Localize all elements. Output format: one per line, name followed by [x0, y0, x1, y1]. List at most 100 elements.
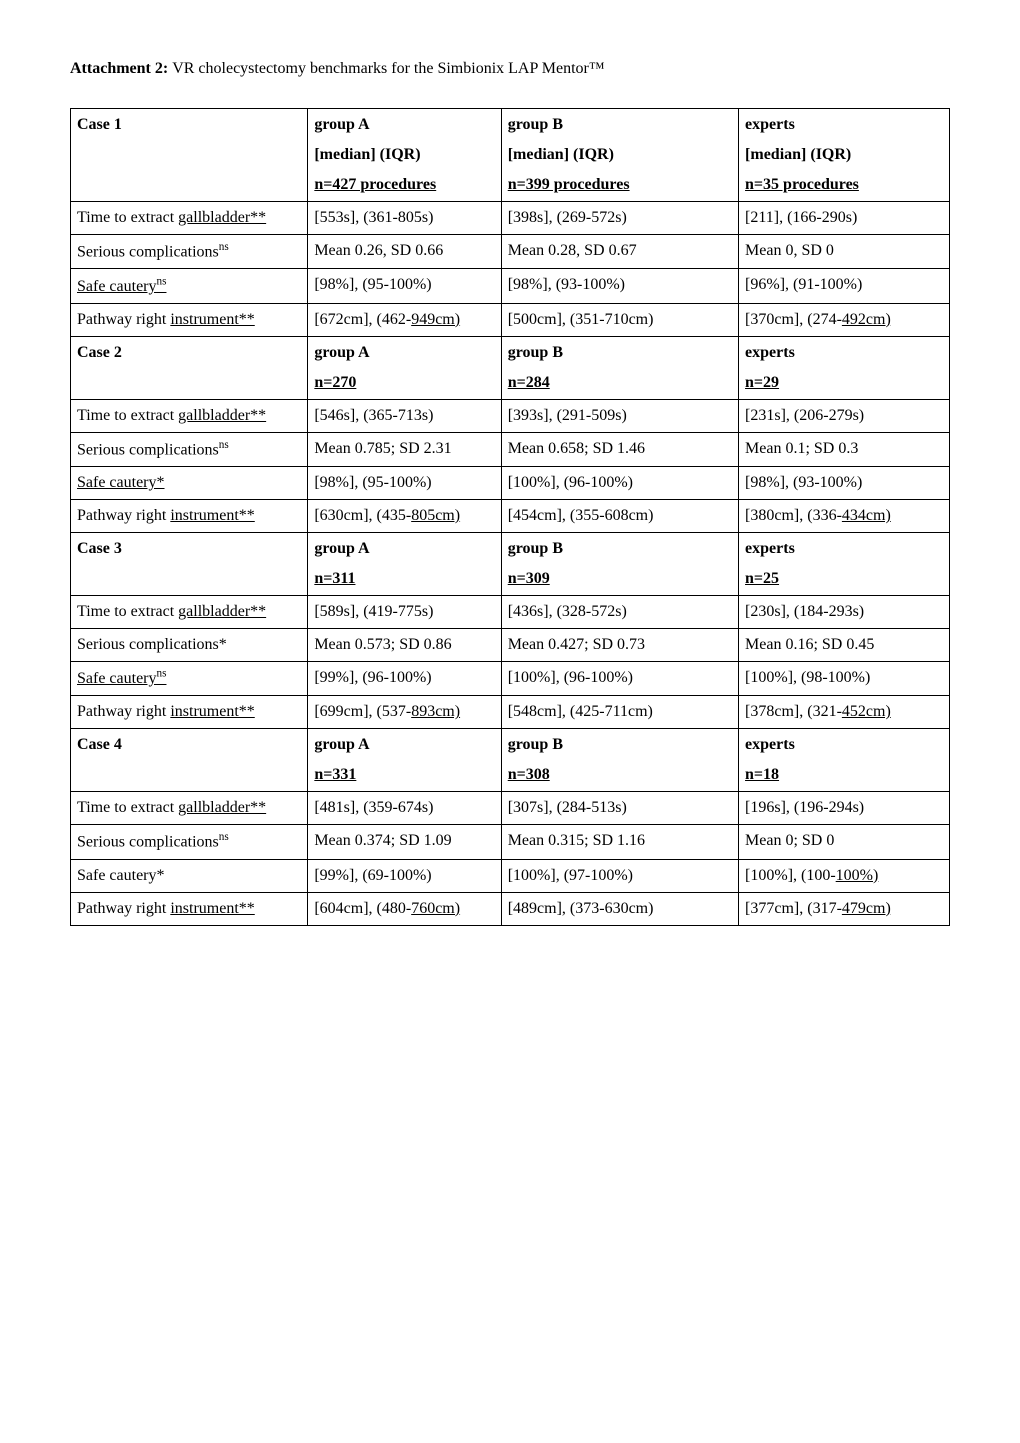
group-b-value: [100%], (96-100%): [501, 661, 738, 695]
table-row: Safe cautery*[98%], (95-100%)[100%], (96…: [71, 466, 950, 499]
group-a-value: [98%], (95-100%): [308, 466, 501, 499]
table-row: Serious complications*Mean 0.573; SD 0.8…: [71, 628, 950, 661]
table-row: Time to extract gallbladder**[546s], (36…: [71, 399, 950, 432]
case-label-cell: Case 3: [71, 532, 308, 595]
group-a-value: [589s], (419-775s): [308, 595, 501, 628]
group-b-value: [436s], (328-572s): [501, 595, 738, 628]
group-b-value: [393s], (291-509s): [501, 399, 738, 432]
experts-value: [100%], (98-100%): [739, 661, 950, 695]
row-label: Safe cauteryns: [71, 661, 308, 695]
group-b-value: Mean 0.315; SD 1.16: [501, 825, 738, 859]
row-label: Pathway right instrument**: [71, 499, 308, 532]
group-b-value: [307s], (284-513s): [501, 792, 738, 825]
experts-value: [98%], (93-100%): [739, 466, 950, 499]
row-label: Time to extract gallbladder**: [71, 399, 308, 432]
group-a-value: [672cm], (462-949cm): [308, 303, 501, 336]
table-row: Serious complicationsnsMean 0.785; SD 2.…: [71, 432, 950, 466]
row-label: Serious complicationsns: [71, 825, 308, 859]
title-rest: VR cholecystectomy benchmarks for the Si…: [172, 60, 604, 77]
page-title: Attachment 2: VR cholecystectomy benchma…: [70, 60, 950, 78]
experts-value: [230s], (184-293s): [739, 595, 950, 628]
group-a-value: [630cm], (435-805cm): [308, 499, 501, 532]
group-a-value: [699cm], (537-893cm): [308, 696, 501, 729]
experts-value: [377cm], (317-479cm): [739, 892, 950, 925]
group-a-header: group An=331: [308, 729, 501, 792]
case-header-row: Case 1group A[median] (IQR)n=427 procedu…: [71, 109, 950, 202]
experts-value: [378cm], (321-452cm): [739, 696, 950, 729]
group-b-header: group Bn=308: [501, 729, 738, 792]
row-label: Safe cautery*: [71, 859, 308, 892]
table-row: Serious complicationsnsMean 0.374; SD 1.…: [71, 825, 950, 859]
benchmarks-table: Case 1group A[median] (IQR)n=427 procedu…: [70, 108, 950, 926]
group-b-value: Mean 0.427; SD 0.73: [501, 628, 738, 661]
experts-header: expertsn=29: [739, 336, 950, 399]
case-label-cell: Case 1: [71, 109, 308, 202]
group-a-value: Mean 0.573; SD 0.86: [308, 628, 501, 661]
group-b-header: group Bn=284: [501, 336, 738, 399]
row-label: Pathway right instrument**: [71, 696, 308, 729]
experts-value: [100%], (100-100%): [739, 859, 950, 892]
table-row: Safe cauteryns[99%], (96-100%)[100%], (9…: [71, 661, 950, 695]
table-row: Safe cauteryns[98%], (95-100%)[98%], (93…: [71, 269, 950, 303]
table-row: Pathway right instrument**[699cm], (537-…: [71, 696, 950, 729]
row-label: Serious complicationsns: [71, 432, 308, 466]
group-b-header: group Bn=309: [501, 532, 738, 595]
table-row: Time to extract gallbladder**[589s], (41…: [71, 595, 950, 628]
group-b-value: [398s], (269-572s): [501, 202, 738, 235]
row-label: Serious complicationsns: [71, 235, 308, 269]
experts-value: [196s], (196-294s): [739, 792, 950, 825]
experts-value: Mean 0.1; SD 0.3: [739, 432, 950, 466]
case-label-cell: Case 4: [71, 729, 308, 792]
group-b-value: Mean 0.28, SD 0.67: [501, 235, 738, 269]
row-label: Pathway right instrument**: [71, 303, 308, 336]
group-a-value: Mean 0.785; SD 2.31: [308, 432, 501, 466]
row-label: Time to extract gallbladder**: [71, 792, 308, 825]
group-a-value: [99%], (69-100%): [308, 859, 501, 892]
case-header-row: Case 3group An=311group Bn=309expertsn=2…: [71, 532, 950, 595]
case-label-cell: Case 2: [71, 336, 308, 399]
group-a-value: Mean 0.374; SD 1.09: [308, 825, 501, 859]
experts-value: [96%], (91-100%): [739, 269, 950, 303]
table-row: Pathway right instrument**[604cm], (480-…: [71, 892, 950, 925]
group-b-header: group B[median] (IQR)n=399 procedures: [501, 109, 738, 202]
experts-header: expertsn=18: [739, 729, 950, 792]
experts-value: Mean 0.16; SD 0.45: [739, 628, 950, 661]
experts-value: [211], (166-290s): [739, 202, 950, 235]
group-a-value: [546s], (365-713s): [308, 399, 501, 432]
row-label: Serious complications*: [71, 628, 308, 661]
group-a-value: [604cm], (480-760cm): [308, 892, 501, 925]
group-a-value: [99%], (96-100%): [308, 661, 501, 695]
experts-header: experts[median] (IQR)n=35 procedures: [739, 109, 950, 202]
group-a-header: group An=311: [308, 532, 501, 595]
group-a-value: Mean 0.26, SD 0.66: [308, 235, 501, 269]
table-row: Pathway right instrument**[630cm], (435-…: [71, 499, 950, 532]
experts-value: Mean 0, SD 0: [739, 235, 950, 269]
row-label: Pathway right instrument**: [71, 892, 308, 925]
group-a-value: [553s], (361-805s): [308, 202, 501, 235]
experts-header: expertsn=25: [739, 532, 950, 595]
experts-value: [370cm], (274-492cm): [739, 303, 950, 336]
experts-value: Mean 0; SD 0: [739, 825, 950, 859]
case-header-row: Case 2group An=270group Bn=284expertsn=2…: [71, 336, 950, 399]
group-b-value: Mean 0.658; SD 1.46: [501, 432, 738, 466]
table-row: Pathway right instrument**[672cm], (462-…: [71, 303, 950, 336]
group-a-value: [481s], (359-674s): [308, 792, 501, 825]
table-row: Serious complicationsnsMean 0.26, SD 0.6…: [71, 235, 950, 269]
group-b-value: [500cm], (351-710cm): [501, 303, 738, 336]
group-a-value: [98%], (95-100%): [308, 269, 501, 303]
title-bold: Attachment 2:: [70, 60, 172, 77]
case-header-row: Case 4group An=331group Bn=308expertsn=1…: [71, 729, 950, 792]
table-row: Safe cautery*[99%], (69-100%)[100%], (97…: [71, 859, 950, 892]
group-a-header: group An=270: [308, 336, 501, 399]
group-b-value: [98%], (93-100%): [501, 269, 738, 303]
row-label: Time to extract gallbladder**: [71, 202, 308, 235]
row-label: Safe cauteryns: [71, 269, 308, 303]
group-b-value: [100%], (96-100%): [501, 466, 738, 499]
group-b-value: [454cm], (355-608cm): [501, 499, 738, 532]
table-row: Time to extract gallbladder**[553s], (36…: [71, 202, 950, 235]
group-b-value: [548cm], (425-711cm): [501, 696, 738, 729]
experts-value: [380cm], (336-434cm): [739, 499, 950, 532]
group-b-value: [100%], (97-100%): [501, 859, 738, 892]
row-label: Safe cautery*: [71, 466, 308, 499]
table-row: Time to extract gallbladder**[481s], (35…: [71, 792, 950, 825]
